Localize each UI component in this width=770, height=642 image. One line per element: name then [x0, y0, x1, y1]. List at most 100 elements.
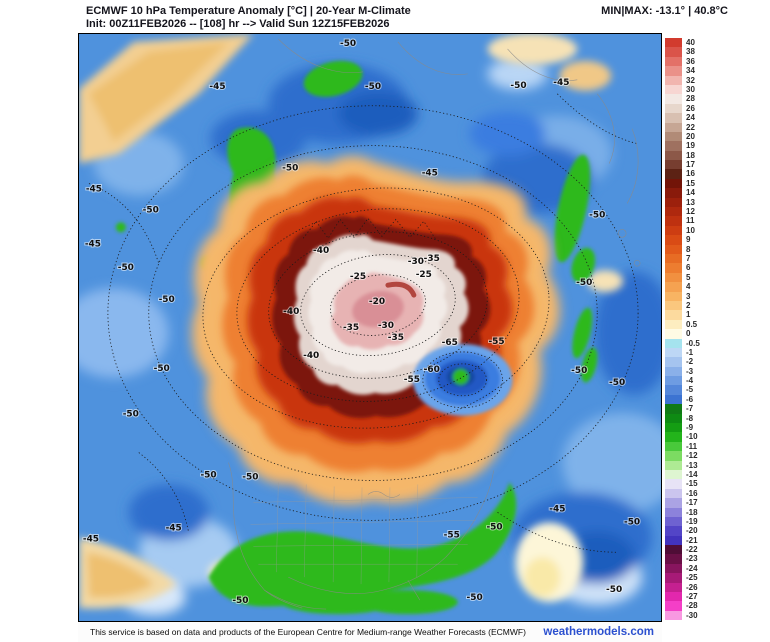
legend-entry: 26 — [665, 103, 700, 114]
legend-entry: -27 — [665, 592, 700, 602]
legend-entry: 1 — [665, 310, 700, 320]
legend-value-label: -3 — [686, 366, 694, 376]
legend-color-swatch — [665, 84, 682, 95]
legend-color-swatch — [665, 94, 682, 104]
legend-entry: 40 — [665, 38, 700, 48]
legend-value-label: -4 — [686, 376, 694, 386]
legend-color-swatch — [665, 338, 682, 348]
contour-label: -50 — [340, 39, 356, 49]
legend-value-label: -25 — [686, 573, 698, 583]
contour-label: -50 — [242, 472, 258, 482]
legend-value-label: 2 — [686, 300, 691, 310]
weathermodels-link[interactable]: weathermodels.com — [543, 626, 654, 638]
legend-entry: -4 — [665, 376, 700, 386]
legend-color-swatch — [665, 582, 682, 593]
legend-entry: -11 — [665, 441, 700, 452]
contour-label: -50 — [159, 295, 175, 305]
legend-color-swatch — [665, 282, 682, 292]
legend-entry: -19 — [665, 516, 700, 527]
legend-value-label: 7 — [686, 253, 691, 263]
legend-color-swatch — [665, 75, 682, 85]
legend-color-swatch — [665, 347, 682, 358]
contour-label: -20 — [369, 297, 385, 307]
legend-value-label: -28 — [686, 601, 698, 611]
contour-label: -50 — [154, 364, 170, 374]
legend-color-swatch — [665, 498, 682, 508]
legend-color-swatch — [665, 103, 682, 114]
legend-entry: 36 — [665, 56, 700, 67]
legend-color-swatch — [665, 169, 682, 179]
legend-value-label: 12 — [686, 207, 695, 217]
legend-color-swatch — [665, 460, 682, 470]
contour-label: -35 — [343, 323, 359, 333]
legend-entry: 6 — [665, 263, 700, 273]
legend-value-label: 4 — [686, 282, 691, 292]
legend-value-label: -27 — [686, 592, 698, 602]
legend-color-swatch — [665, 56, 682, 67]
legend-value-label: 36 — [686, 56, 695, 66]
legend-color-swatch — [665, 38, 682, 48]
legend-color-swatch — [665, 357, 682, 367]
legend-value-label: -20 — [686, 526, 698, 536]
contour-label: -60 — [424, 365, 440, 375]
legend-value-label: -7 — [686, 404, 694, 414]
contour-label: -45 — [209, 82, 225, 92]
legend-value-label: -2 — [686, 357, 694, 367]
legend-value-label: -23 — [686, 554, 698, 564]
legend-color-swatch — [665, 394, 682, 405]
legend-color-swatch — [665, 488, 682, 499]
legend-value-label: 38 — [686, 47, 695, 57]
legend-entry: 24 — [665, 113, 700, 123]
legend-color-swatch — [665, 573, 682, 583]
legend-entry: -24 — [665, 563, 700, 574]
legend-value-label: 9 — [686, 235, 691, 245]
anomaly-map: -20 -25 -25 -30 -30 -35 -35 -35 -40 -40 -40 -45 -45-… — [78, 33, 662, 622]
legend-color-swatch — [665, 366, 682, 377]
legend-entry: -8 — [665, 413, 700, 424]
footer-bar: This service is based on data and produc… — [78, 622, 662, 642]
legend-entry: 18 — [665, 150, 700, 161]
contour-label: -35 — [424, 254, 440, 264]
map-init-valid: Init: 00Z11FEB2026 -- [108] hr --> Valid… — [86, 18, 390, 30]
contour-label: -45 — [549, 504, 565, 514]
legend-value-label: -18 — [686, 507, 698, 517]
legend-entry: 8 — [665, 244, 700, 254]
contour-label: -55 — [444, 530, 460, 540]
legend-value-label: -8 — [686, 413, 694, 423]
legend-value-label: -16 — [686, 488, 698, 498]
contour-label: -55 — [404, 375, 420, 385]
legend-entry: 5 — [665, 272, 700, 283]
legend-entry: 19 — [665, 141, 700, 151]
legend-color-swatch — [665, 216, 682, 226]
legend-color-swatch — [665, 188, 682, 198]
legend-entry: -6 — [665, 394, 700, 405]
legend-color-swatch — [665, 507, 682, 517]
legend-color-swatch — [665, 244, 682, 254]
contour-label: -25 — [416, 270, 432, 280]
legend-color-swatch — [665, 150, 682, 161]
legend-color-swatch — [665, 376, 682, 386]
contour-label: -50 — [606, 585, 622, 595]
tan-patches — [79, 34, 624, 609]
contour-label: -30 — [408, 257, 424, 267]
contour-label: -45 — [166, 523, 182, 533]
legend-value-label: -0.5 — [686, 338, 700, 348]
legend-color-swatch — [665, 535, 682, 546]
legend-value-label: -6 — [686, 394, 694, 404]
legend-color-swatch — [665, 526, 682, 536]
legend-value-label: 8 — [686, 244, 691, 254]
legend-entry: -13 — [665, 460, 700, 470]
legend-color-swatch — [665, 432, 682, 442]
legend-value-label: -15 — [686, 479, 698, 489]
legend-color-swatch — [665, 545, 682, 555]
cold-oval — [412, 343, 513, 416]
map-title: ECMWF 10 hPa Temperature Anomaly [°C] | … — [86, 5, 411, 17]
legend-value-label: -9 — [686, 423, 694, 433]
contour-label: -50 — [510, 81, 526, 91]
legend-value-label: 10 — [686, 225, 695, 235]
legend-value-label: -10 — [686, 432, 698, 442]
legend-entry: 38 — [665, 47, 700, 57]
legend-entry: -21 — [665, 535, 700, 546]
legend-color-swatch — [665, 197, 682, 208]
contour-label: -65 — [442, 338, 458, 348]
